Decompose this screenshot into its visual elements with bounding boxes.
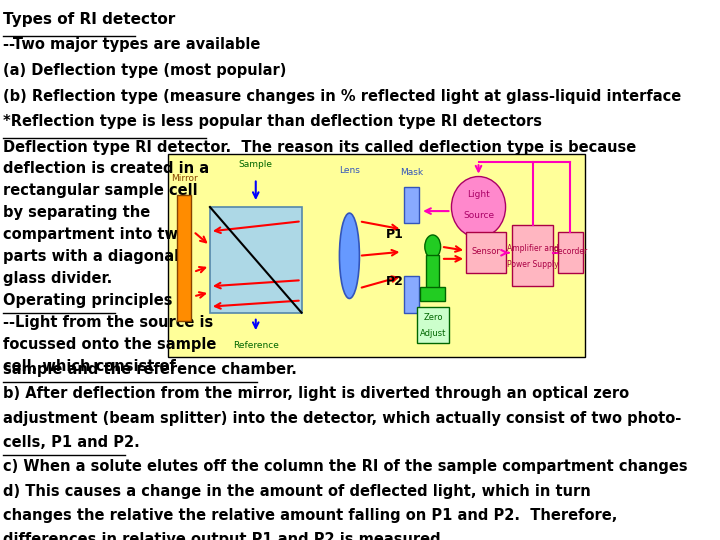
Text: Types of RI detector: Types of RI detector — [3, 12, 175, 26]
Ellipse shape — [425, 235, 441, 258]
Text: b) After deflection from the mirror, light is diverted through an optical zero: b) After deflection from the mirror, lig… — [3, 387, 629, 401]
Text: cells, P1 and P2.: cells, P1 and P2. — [3, 435, 140, 450]
Text: Mirror: Mirror — [171, 174, 197, 183]
Text: c) When a solute elutes off the column the RI of the sample compartment changes: c) When a solute elutes off the column t… — [3, 459, 688, 474]
Text: Power Supply: Power Supply — [507, 260, 559, 269]
Bar — [512, 225, 554, 286]
Text: adjustment (beam splitter) into the detector, which actually consist of two phot: adjustment (beam splitter) into the dete… — [3, 411, 681, 426]
Bar — [426, 255, 439, 288]
Text: compartment into two: compartment into two — [3, 227, 188, 242]
Bar — [418, 307, 449, 343]
Text: Zero: Zero — [423, 313, 443, 322]
Bar — [466, 232, 505, 273]
Text: Amplifier and: Amplifier and — [507, 244, 559, 253]
Text: P1: P1 — [387, 228, 404, 241]
Text: sample and the reference chamber.: sample and the reference chamber. — [3, 362, 297, 377]
Bar — [210, 207, 302, 313]
Bar — [557, 232, 582, 273]
Text: Reference: Reference — [233, 341, 279, 350]
Text: Lens: Lens — [339, 166, 360, 175]
Text: --Two major types are available: --Two major types are available — [3, 37, 261, 52]
Text: differences in relative output P1 and P2 is measured.: differences in relative output P1 and P2… — [3, 532, 446, 540]
Bar — [404, 276, 419, 313]
Text: Light: Light — [467, 190, 490, 199]
Text: cell, which consist of: cell, which consist of — [3, 359, 176, 374]
Bar — [176, 195, 192, 321]
Text: glass divider.: glass divider. — [3, 271, 112, 286]
Bar — [168, 154, 585, 357]
Text: *Reflection type is less popular than deflection type RI detectors: *Reflection type is less popular than de… — [3, 114, 542, 130]
Text: Adjust: Adjust — [420, 328, 446, 338]
Text: deflection is created in a: deflection is created in a — [3, 161, 209, 176]
Text: (b) Reflection type (measure changes in % reflected light at glass-liquid interf: (b) Reflection type (measure changes in … — [3, 89, 681, 104]
Text: Sensor: Sensor — [471, 247, 500, 256]
Text: P2: P2 — [387, 275, 404, 288]
Text: parts with a diagonal: parts with a diagonal — [3, 249, 179, 264]
Text: Recorder: Recorder — [553, 247, 588, 256]
Text: changes the relative the relative amount falling on P1 and P2.  Therefore,: changes the relative the relative amount… — [3, 508, 617, 523]
Ellipse shape — [339, 213, 359, 299]
Text: d) This causes a change in the amount of deflected light, which in turn: d) This causes a change in the amount of… — [3, 483, 590, 498]
Bar — [420, 287, 445, 300]
Ellipse shape — [451, 177, 505, 238]
Text: rectangular sample cell: rectangular sample cell — [3, 183, 197, 198]
Text: Deflection type RI detector.  The reason its called deflection type is because: Deflection type RI detector. The reason … — [3, 140, 636, 155]
Text: by separating the: by separating the — [3, 205, 150, 220]
Text: Source: Source — [463, 211, 494, 220]
Text: Sample: Sample — [239, 160, 273, 169]
Bar — [404, 187, 419, 223]
Text: Mask: Mask — [400, 168, 423, 177]
Text: (a) Deflection type (most popular): (a) Deflection type (most popular) — [3, 63, 287, 78]
Text: --Light from the source is: --Light from the source is — [3, 315, 213, 330]
Text: focussed onto the sample: focussed onto the sample — [3, 337, 216, 352]
Text: Operating principles: Operating principles — [3, 293, 173, 308]
